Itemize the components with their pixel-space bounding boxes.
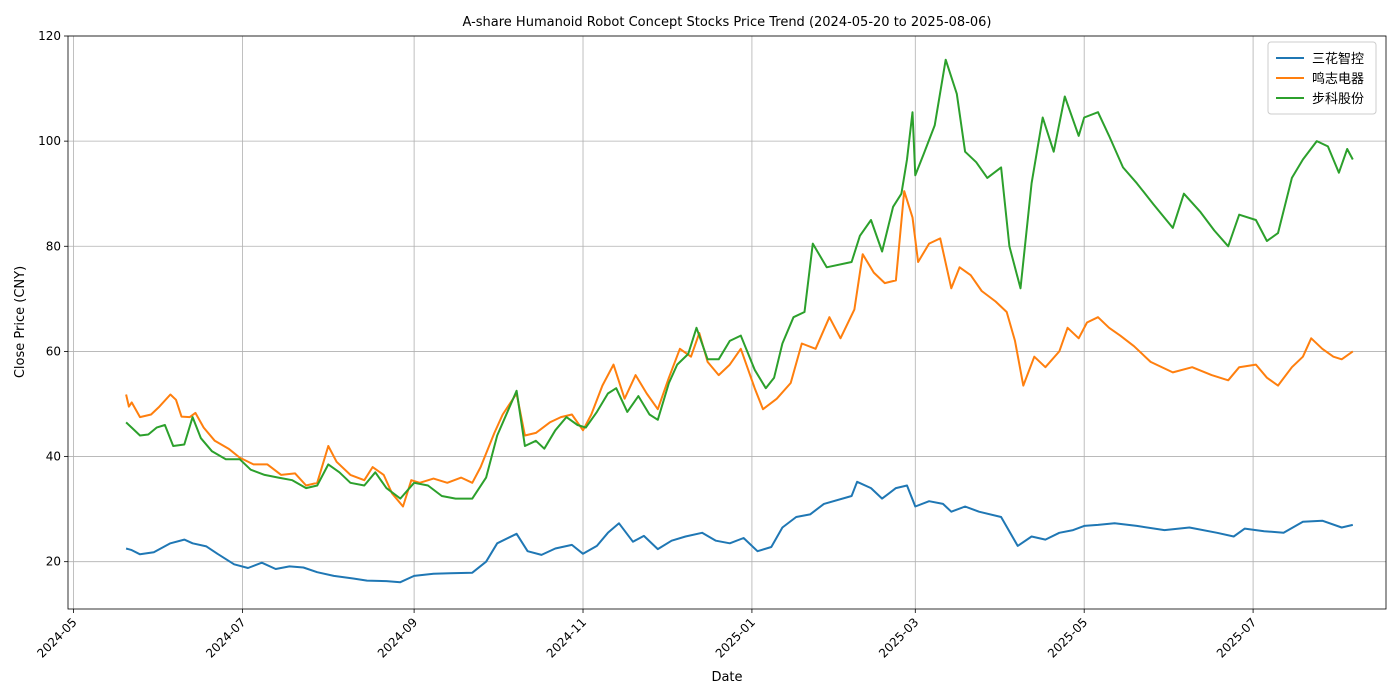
y-tick-label: 60 (46, 344, 61, 358)
chart-title: A-share Humanoid Robot Concept Stocks Pr… (462, 15, 991, 30)
y-tick-label: 100 (38, 134, 61, 148)
y-axis-ticks: 20 40 60 80 100 120 (38, 29, 68, 569)
x-axis-label: Date (711, 670, 742, 685)
y-tick-label: 120 (38, 29, 61, 43)
series-line-2 (125, 58, 1354, 500)
plot-frame (67, 35, 1387, 610)
legend-label: 步科股份 (1312, 92, 1364, 107)
legend-label: 三花智控 (1312, 51, 1364, 67)
legend-box (1267, 41, 1377, 115)
legend-label: 鸣志电器 (1312, 71, 1364, 87)
y-tick-label: 40 (46, 450, 61, 464)
y-tick-label: 80 (46, 239, 61, 253)
y-tick-label: 20 (46, 555, 61, 569)
series-line-0 (125, 480, 1354, 584)
series-lines (125, 58, 1354, 584)
y-axis-label: Close Price (CNY) (13, 266, 28, 378)
